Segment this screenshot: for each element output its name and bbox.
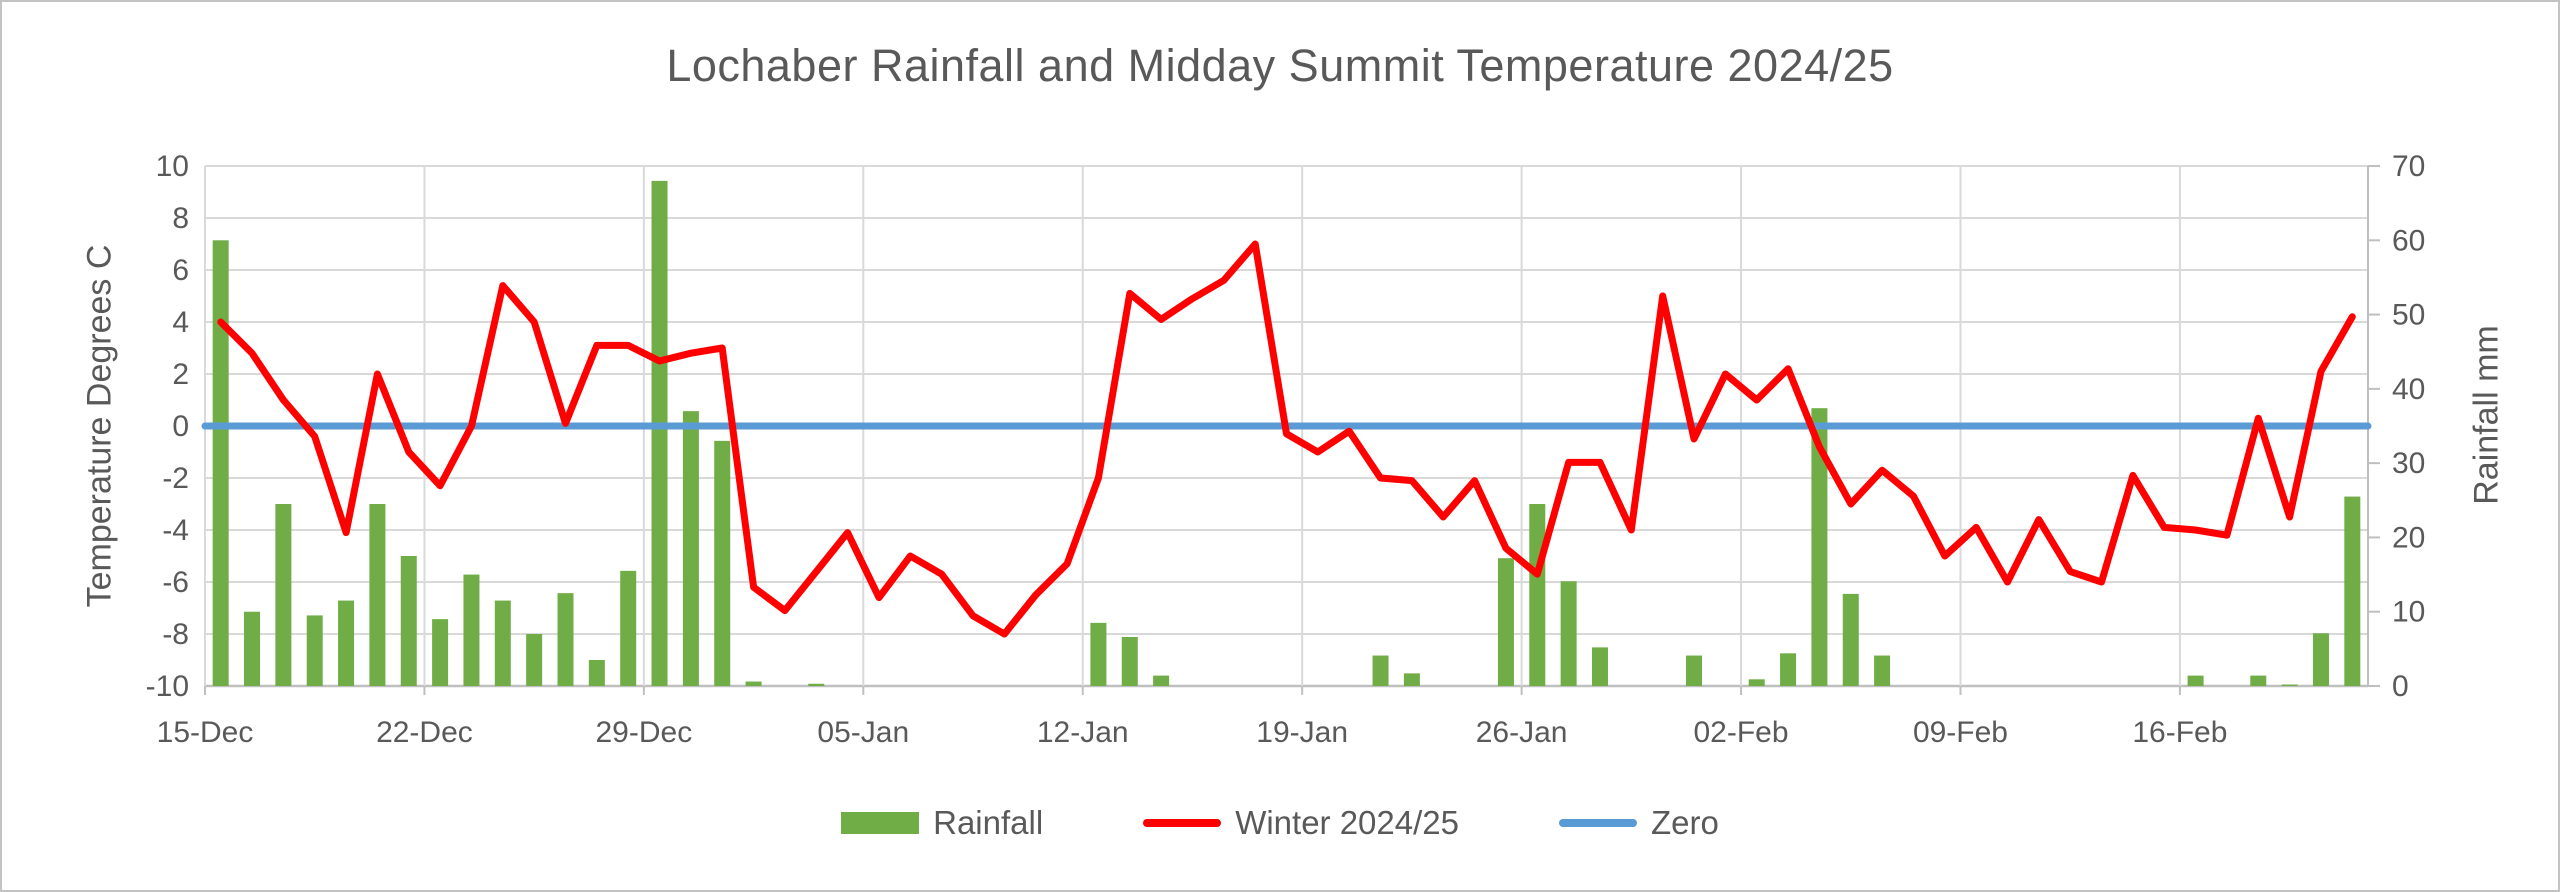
svg-text:8: 8 — [172, 202, 189, 235]
rain-bar — [1529, 504, 1546, 686]
rain-bar — [306, 615, 323, 686]
svg-text:10: 10 — [2392, 596, 2425, 629]
rain-bar — [651, 180, 668, 686]
rain-bar — [1591, 647, 1608, 686]
legend-item-rainfall: Rainfall — [841, 804, 1043, 842]
rain-bar — [2187, 675, 2204, 686]
svg-text:19-Jan: 19-Jan — [1256, 716, 1348, 749]
rain-bar — [1090, 622, 1107, 686]
rain-bar — [1780, 653, 1797, 686]
svg-text:05-Jan: 05-Jan — [817, 716, 909, 749]
rainfall-bar-swatch-icon — [841, 812, 920, 834]
rain-bar — [369, 504, 386, 686]
rain-bar — [1842, 593, 1859, 686]
rain-bar — [526, 634, 543, 686]
svg-text:0: 0 — [172, 410, 189, 443]
rain-bar — [1686, 655, 1703, 686]
svg-text:60: 60 — [2392, 224, 2425, 257]
svg-text:22-Dec: 22-Dec — [376, 716, 473, 749]
rain-bar — [1811, 408, 1828, 686]
svg-text:2: 2 — [172, 358, 189, 391]
rain-bar — [212, 240, 229, 687]
rain-bars — [212, 180, 2361, 687]
rain-bar — [432, 619, 449, 686]
temperature-line — [217, 240, 2356, 638]
svg-text:15-Dec: 15-Dec — [157, 716, 254, 749]
rain-bar — [1560, 581, 1577, 686]
rain-bar — [2312, 633, 2329, 686]
svg-text:16-Feb: 16-Feb — [2132, 716, 2227, 749]
rain-bar — [714, 440, 731, 686]
svg-text:50: 50 — [2392, 299, 2425, 332]
svg-text:0: 0 — [2392, 670, 2409, 703]
rain-bar — [244, 611, 261, 686]
rain-bar — [745, 681, 762, 686]
legend-label-rainfall: Rainfall — [933, 804, 1044, 841]
rain-bar — [1497, 558, 1514, 686]
legend-label-zero: Zero — [1651, 804, 1719, 841]
rain-bar — [1121, 636, 1138, 686]
rain-bar — [494, 600, 511, 686]
rain-bar — [1403, 673, 1420, 686]
rain-bar — [620, 570, 637, 686]
rain-bar — [588, 660, 605, 686]
svg-text:12-Jan: 12-Jan — [1037, 716, 1129, 749]
rain-bar — [2250, 675, 2267, 686]
svg-text:10: 10 — [156, 150, 189, 183]
svg-text:29-Dec: 29-Dec — [596, 716, 693, 749]
rain-bar — [463, 574, 480, 686]
rain-bar — [808, 683, 825, 686]
legend-label-winter: Winter 2024/25 — [1235, 804, 1459, 841]
svg-text:-2: -2 — [162, 462, 189, 495]
svg-text:-6: -6 — [162, 566, 189, 599]
svg-text:70: 70 — [2392, 150, 2425, 183]
rain-bar — [2281, 684, 2298, 686]
rain-bar — [1748, 679, 1765, 686]
rain-bar — [557, 593, 574, 686]
svg-text:26-Jan: 26-Jan — [1476, 716, 1568, 749]
rain-bar — [682, 411, 699, 686]
svg-text:02-Feb: 02-Feb — [1694, 716, 1789, 749]
legend-item-zero: Zero — [1559, 804, 1719, 842]
svg-text:-8: -8 — [162, 618, 189, 651]
svg-text:20: 20 — [2392, 521, 2425, 554]
svg-text:6: 6 — [172, 254, 189, 287]
svg-text:09-Feb: 09-Feb — [1913, 716, 2008, 749]
rain-bar — [1874, 655, 1891, 686]
rain-bar — [1153, 675, 1170, 686]
rain-bar — [338, 600, 355, 686]
legend: Rainfall Winter 2024/25 Zero — [0, 804, 2560, 842]
svg-text:40: 40 — [2392, 373, 2425, 406]
zero-line-swatch-icon — [1559, 819, 1637, 827]
svg-text:4: 4 — [172, 306, 189, 339]
rain-bar — [400, 556, 417, 686]
x-axis-tick-labels: 15-Dec 22-Dec 29-Dec 05-Jan 12-Jan 19-Jan 26-J… — [157, 716, 2228, 749]
svg-text:-10: -10 — [146, 670, 189, 703]
legend-item-winter: Winter 2024/25 — [1143, 804, 1459, 842]
chart-title: Lochaber Rainfall and Midday Summit Temp… — [666, 40, 1894, 91]
left-axis-tick-labels: 10 8 6 4 2 0 -2 -4 -6 -8 -10 — [146, 150, 189, 703]
winter-line-swatch-icon — [1143, 819, 1222, 827]
rain-bar — [1372, 655, 1389, 686]
right-axis-tick-labels: 70 60 50 40 30 20 10 0 — [2392, 150, 2425, 703]
svg-text:30: 30 — [2392, 447, 2425, 480]
tick-marks — [204, 165, 2380, 695]
rain-bar — [2344, 496, 2361, 686]
rain-bar — [275, 504, 292, 686]
svg-text:-4: -4 — [162, 514, 189, 547]
